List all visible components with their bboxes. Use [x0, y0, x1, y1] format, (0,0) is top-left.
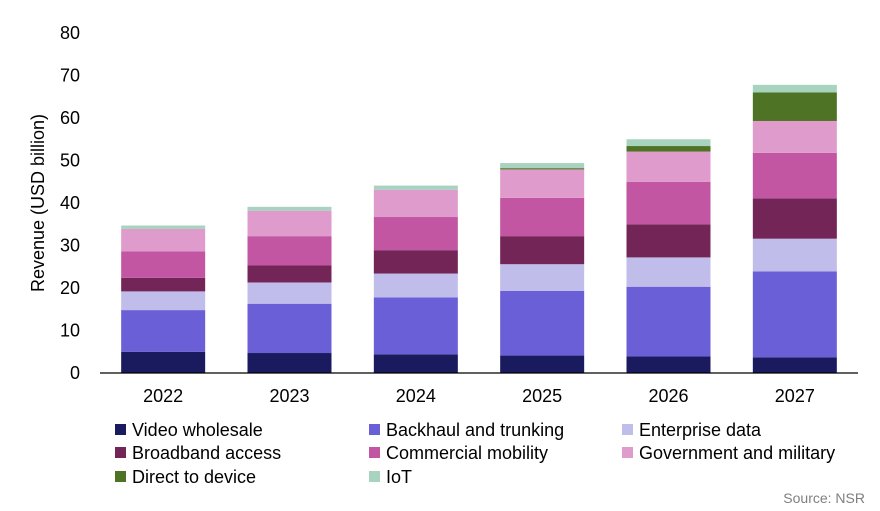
bar-segment [752, 238, 837, 272]
y-tick-label: 10 [60, 321, 80, 341]
x-tick-label: 2024 [396, 386, 436, 406]
bar-segment [121, 277, 206, 292]
bar-segment [752, 92, 837, 121]
bar-segment [752, 84, 837, 93]
bar-segment [373, 297, 458, 355]
x-tick-label: 2022 [143, 386, 183, 406]
bar-segment [247, 210, 332, 237]
bar-segment [121, 310, 206, 352]
bar-segment [373, 189, 458, 218]
legend-swatch [622, 447, 633, 458]
bar-segment [626, 224, 711, 258]
y-axis-ticks: 0 10 20 30 40 50 60 70 80 [60, 23, 80, 383]
bar-segment [626, 257, 711, 287]
y-tick-label: 70 [60, 66, 80, 86]
bar-segment [626, 356, 711, 373]
bar-segment [500, 236, 585, 265]
y-tick-label: 60 [60, 108, 80, 128]
bars [121, 84, 837, 373]
y-tick-label: 0 [70, 363, 80, 383]
bar-segment [373, 273, 458, 298]
bar-segment [373, 354, 458, 373]
bar-segment [500, 163, 585, 169]
bar-segment [247, 303, 332, 354]
bar-segment [500, 264, 585, 291]
bar-segment [121, 251, 206, 278]
bar-segment [752, 152, 837, 199]
bar-segment [247, 206, 332, 211]
bar-segment [121, 225, 206, 229]
y-tick-label: 30 [60, 236, 80, 256]
legend-swatch [369, 471, 380, 482]
legend-label: Video wholesale [132, 420, 263, 440]
legend-swatch [115, 471, 126, 482]
bar-segment [121, 228, 206, 252]
bar-segment [500, 168, 585, 170]
bar-segment [626, 139, 711, 147]
legend-swatch [115, 447, 126, 458]
legend-swatch [369, 424, 380, 435]
legend-swatch [369, 447, 380, 458]
bar-segment [500, 355, 585, 373]
bar-segment [121, 351, 206, 373]
legend-label: Commercial mobility [386, 443, 548, 463]
legend: Video wholesale Backhaul and trunking Ente… [115, 420, 835, 487]
bar-segment [121, 291, 206, 311]
bar-segment [752, 271, 837, 358]
legend-label: Direct to device [132, 467, 256, 487]
bar-segment [373, 250, 458, 274]
bar-segment [500, 290, 585, 356]
x-tick-label: 2023 [269, 386, 309, 406]
bar-segment [247, 236, 332, 266]
legend-label: IoT [386, 467, 412, 487]
bar-segment [752, 198, 837, 239]
legend-label: Government and military [639, 443, 835, 463]
source-note: Source: NSR [783, 490, 865, 506]
legend-label: Enterprise data [639, 420, 762, 440]
x-tick-label: 2025 [522, 386, 562, 406]
x-axis-ticks: 2022 2023 2024 2025 2026 2027 [143, 386, 815, 406]
bar-segment [626, 286, 711, 357]
legend-label: Backhaul and trunking [386, 420, 564, 440]
bar-segment [500, 197, 585, 237]
y-tick-label: 50 [60, 151, 80, 171]
y-tick-label: 40 [60, 193, 80, 213]
legend-swatch [115, 424, 126, 435]
bar-segment [626, 181, 711, 225]
bar-segment [247, 265, 332, 283]
bar-segment [373, 185, 458, 190]
bar-segment [752, 357, 837, 373]
x-tick-label: 2027 [775, 386, 815, 406]
bar-segment [247, 353, 332, 373]
y-axis-label: Revenue (USD billion) [28, 114, 48, 292]
x-tick-label: 2026 [648, 386, 688, 406]
bar-segment [626, 146, 711, 152]
y-tick-label: 20 [60, 278, 80, 298]
bar-segment [752, 120, 837, 153]
bar-segment [247, 282, 332, 304]
bar-segment [626, 151, 711, 182]
legend-swatch [622, 424, 633, 435]
legend-label: Broadband access [132, 443, 281, 463]
bar-segment [500, 169, 585, 198]
y-tick-label: 80 [60, 23, 80, 43]
bar-segment [373, 217, 458, 251]
